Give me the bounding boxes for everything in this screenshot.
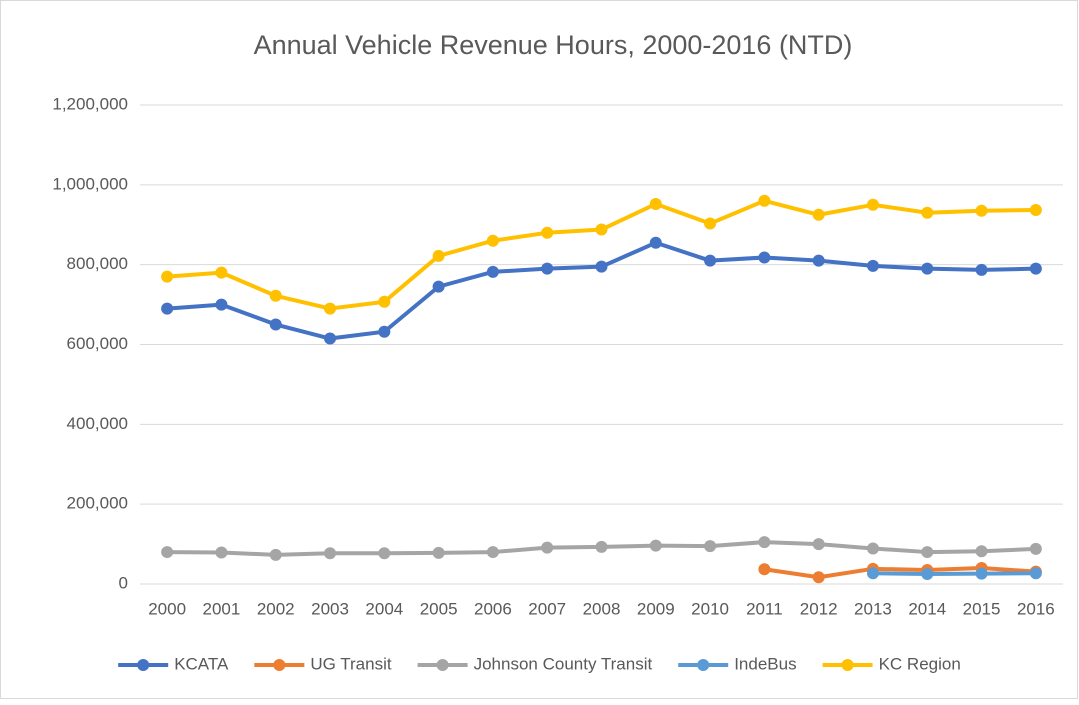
data-point	[215, 546, 228, 559]
data-point	[595, 223, 608, 236]
data-point	[812, 571, 825, 584]
chart-title: Annual Vehicle Revenue Hours, 2000-2016 …	[254, 30, 853, 60]
legend-label: KCATA	[174, 654, 229, 673]
x-tick-label: 2004	[365, 599, 403, 618]
x-tick-label: 2009	[637, 599, 675, 618]
x-tick-label: 2007	[528, 599, 566, 618]
data-point	[758, 251, 771, 264]
x-tick-label: 2016	[1017, 599, 1055, 618]
data-point	[269, 289, 282, 302]
data-point	[812, 538, 825, 551]
data-point	[921, 262, 934, 275]
x-tick-label: 2008	[583, 599, 621, 618]
data-point	[921, 206, 934, 219]
data-point	[541, 541, 554, 554]
x-tick-label: 2003	[311, 599, 349, 618]
data-point	[378, 295, 391, 308]
data-point	[921, 546, 934, 559]
x-tick-label: 2001	[203, 599, 241, 618]
data-point	[215, 266, 228, 279]
y-tick-label: 800,000	[67, 254, 128, 273]
data-point	[378, 547, 391, 560]
data-point	[921, 568, 934, 581]
data-point	[161, 270, 174, 283]
data-point	[649, 539, 662, 552]
data-point	[269, 318, 282, 331]
legend-marker	[697, 659, 710, 671]
data-point	[324, 547, 337, 560]
data-point	[704, 217, 717, 230]
data-point	[1029, 203, 1042, 216]
x-tick-label: 2011	[746, 599, 783, 618]
data-point	[486, 546, 499, 559]
data-point	[269, 548, 282, 561]
legend-marker	[137, 659, 150, 671]
data-point	[1029, 567, 1042, 580]
x-tick-label: 2000	[148, 599, 186, 618]
data-point	[704, 254, 717, 267]
data-point	[432, 280, 445, 293]
x-tick-label: 2013	[854, 599, 892, 618]
data-point	[215, 298, 228, 311]
y-tick-label: 600,000	[67, 334, 128, 353]
data-point	[1029, 542, 1042, 555]
data-point	[758, 563, 771, 576]
data-point	[324, 332, 337, 345]
data-point	[812, 208, 825, 221]
data-point	[649, 236, 662, 249]
x-tick-label: 2002	[257, 599, 295, 618]
series-line	[872, 571, 1036, 577]
legend-label: Johnson County Transit	[474, 654, 653, 673]
data-point	[704, 540, 717, 553]
data-point	[866, 259, 879, 272]
y-tick-label: 200,000	[67, 494, 128, 513]
x-tick-label: 2014	[908, 599, 946, 618]
y-tick-label: 1,200,000	[52, 94, 128, 113]
data-point	[758, 536, 771, 549]
data-point	[866, 542, 879, 555]
data-point	[161, 302, 174, 315]
data-point	[541, 262, 554, 275]
data-point	[975, 263, 988, 276]
legend-label: KC Region	[879, 654, 961, 673]
data-point	[812, 254, 825, 267]
data-point	[1029, 262, 1042, 275]
data-point	[649, 197, 662, 210]
y-tick-label: 400,000	[67, 414, 128, 433]
data-point	[541, 226, 554, 239]
data-point	[486, 265, 499, 278]
x-tick-label: 2010	[691, 599, 729, 618]
legend-label: UG Transit	[310, 654, 392, 673]
data-point	[975, 567, 988, 580]
data-point	[758, 194, 771, 207]
data-point	[866, 567, 879, 580]
data-point	[866, 198, 879, 211]
data-point	[595, 540, 608, 553]
x-tick-label: 2005	[420, 599, 458, 618]
legend-marker	[841, 659, 854, 671]
data-point	[975, 545, 988, 558]
legend-marker	[436, 659, 449, 671]
data-point	[324, 302, 337, 315]
data-point	[432, 249, 445, 262]
legend-marker	[273, 659, 286, 671]
data-point	[486, 234, 499, 247]
y-tick-label: 0	[119, 573, 128, 592]
data-point	[975, 204, 988, 217]
y-tick-label: 1,000,000	[52, 174, 128, 193]
x-tick-label: 2015	[963, 599, 1001, 618]
data-point	[161, 546, 174, 559]
data-point	[432, 546, 445, 559]
legend-label: IndeBus	[734, 654, 796, 673]
data-point	[595, 260, 608, 273]
x-tick-label: 2006	[474, 599, 512, 618]
x-tick-label: 2012	[800, 599, 838, 618]
series-line	[764, 566, 1036, 580]
data-point	[378, 325, 391, 338]
